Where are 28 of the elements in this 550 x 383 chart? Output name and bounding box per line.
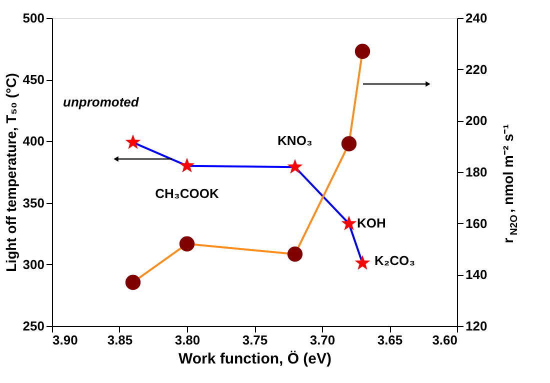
- annotation: unpromoted: [63, 94, 140, 110]
- y-axis-title: Light off temperature, T₅₀ (°C): [2, 73, 19, 272]
- x-tick-label: 3.70: [310, 332, 336, 348]
- x-tick-label: 3.60: [432, 332, 458, 348]
- annotation: KNO₃: [278, 133, 312, 148]
- y2-tick-label: 200: [466, 113, 488, 128]
- annotation: K₂CO₃: [374, 253, 416, 268]
- x-tick-label: 3.65: [377, 332, 403, 348]
- y2-axis-title: rN2O, nmol m⁻² s⁻¹: [500, 124, 520, 244]
- y-tick-label: 400: [22, 134, 44, 149]
- x-tick-label: 3.80: [174, 332, 200, 348]
- y-tick-label: 250: [22, 318, 44, 334]
- annotation: KOH: [357, 216, 386, 231]
- y2-tick-label: 240: [466, 10, 488, 26]
- y2-tick-label: 180: [466, 164, 488, 180]
- y-tick-label: 450: [22, 72, 44, 88]
- y2-tick-label: 220: [466, 62, 488, 77]
- y-tick-label: 350: [22, 195, 44, 210]
- annotation: CH₃COOK: [155, 186, 220, 201]
- y-tick-label: 300: [22, 256, 44, 272]
- y2-tick-label: 160: [466, 216, 488, 231]
- x-axis-title: Work function, Ö (eV): [178, 350, 332, 368]
- x-tick-label: 3.85: [107, 332, 133, 348]
- y2-tick-label: 140: [466, 267, 488, 282]
- y-tick-label: 500: [22, 10, 44, 26]
- x-tick-label: 3.90: [52, 332, 78, 348]
- x-tick-label: 3.75: [242, 332, 268, 348]
- y2-tick-label: 120: [466, 318, 488, 334]
